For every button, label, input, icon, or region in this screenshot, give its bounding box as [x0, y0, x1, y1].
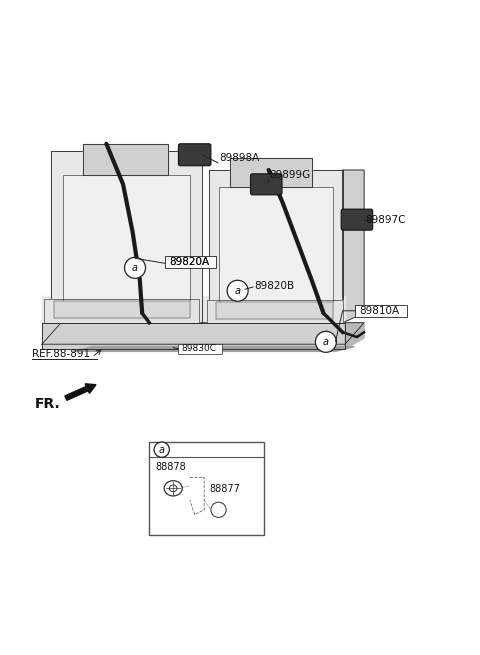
Polygon shape [42, 323, 345, 349]
Polygon shape [73, 346, 355, 351]
FancyBboxPatch shape [341, 209, 372, 230]
Text: 89820B: 89820B [254, 280, 294, 291]
Polygon shape [216, 302, 333, 319]
Bar [149, 442, 264, 535]
FancyBboxPatch shape [251, 174, 282, 195]
Circle shape [124, 257, 145, 278]
Polygon shape [42, 297, 345, 323]
Circle shape [154, 442, 169, 457]
FancyBboxPatch shape [179, 143, 211, 166]
Text: a: a [132, 263, 138, 273]
Polygon shape [218, 187, 333, 313]
Polygon shape [44, 299, 199, 323]
Text: 89899G: 89899G [270, 170, 311, 179]
Text: a: a [323, 337, 329, 346]
Text: 89897C: 89897C [365, 215, 406, 225]
Text: FR.: FR. [35, 397, 60, 411]
Circle shape [315, 331, 336, 352]
Polygon shape [54, 301, 190, 318]
Text: 89898A: 89898A [219, 153, 259, 163]
Text: 88878: 88878 [155, 462, 186, 472]
Text: a: a [235, 286, 240, 296]
Text: 89810A: 89810A [360, 306, 399, 316]
Ellipse shape [169, 485, 177, 492]
Text: a: a [159, 445, 165, 455]
Text: 88877: 88877 [209, 483, 240, 494]
Text: 89820A: 89820A [169, 257, 209, 267]
Circle shape [211, 502, 226, 517]
Polygon shape [345, 323, 364, 349]
Polygon shape [83, 143, 168, 175]
Polygon shape [63, 175, 190, 313]
FancyBboxPatch shape [165, 256, 216, 268]
Polygon shape [42, 323, 364, 345]
Polygon shape [209, 170, 343, 323]
FancyArrow shape [65, 384, 96, 400]
Circle shape [227, 280, 248, 301]
Polygon shape [51, 151, 202, 323]
FancyBboxPatch shape [178, 345, 222, 354]
Polygon shape [343, 170, 364, 323]
Text: 89830C: 89830C [182, 345, 217, 354]
Text: 89820A: 89820A [169, 257, 209, 267]
Text: REF.88-891: REF.88-891 [33, 348, 91, 358]
FancyBboxPatch shape [355, 305, 407, 316]
Polygon shape [206, 300, 343, 323]
Polygon shape [230, 158, 312, 187]
Ellipse shape [164, 481, 182, 496]
